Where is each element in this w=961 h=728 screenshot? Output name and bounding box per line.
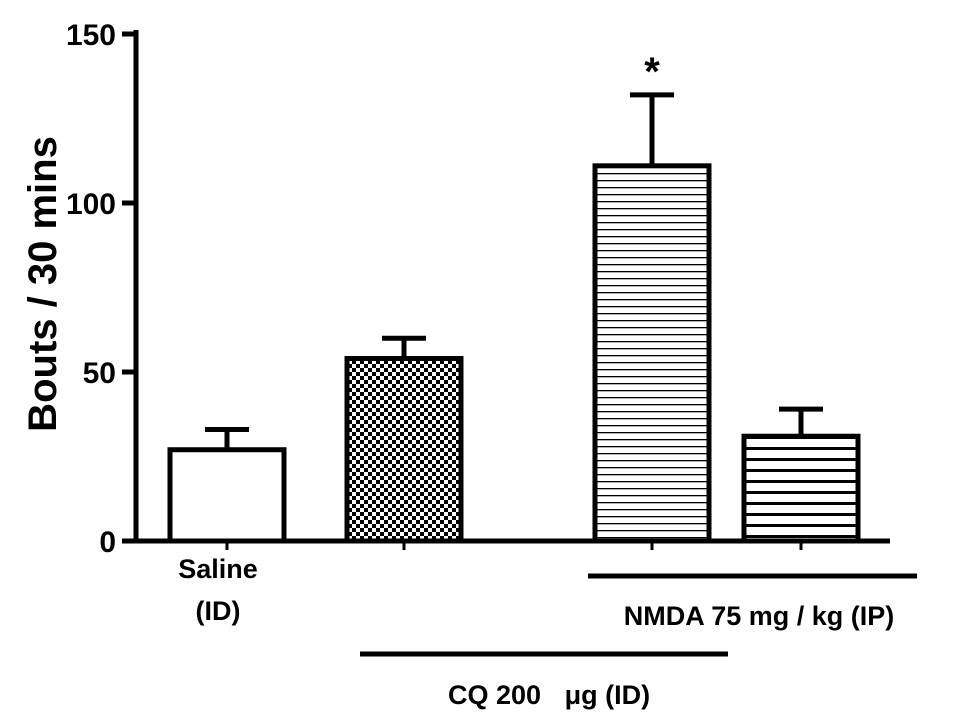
y-ticks-group: 0 50 100 150 bbox=[66, 19, 136, 559]
y-tick-label: 150 bbox=[66, 19, 116, 52]
bar bbox=[741, 433, 861, 544]
y-tick-label: 100 bbox=[66, 188, 116, 221]
group-label-cq: CQ 200 μg (ID) bbox=[448, 680, 650, 710]
y-tick-label: 0 bbox=[99, 526, 116, 559]
group-label-saline-route: (ID) bbox=[196, 596, 241, 626]
y-axis-label: Bouts / 30 mins bbox=[21, 136, 65, 432]
group-label-cq-dose: CQ 200 bbox=[448, 680, 541, 710]
group-label-nmda: NMDA 75 mg / kg (IP) bbox=[624, 601, 895, 631]
bars-group: * bbox=[167, 50, 861, 550]
group-label-cq-unit: μg (ID) bbox=[565, 680, 651, 710]
bar bbox=[344, 355, 464, 544]
bar bbox=[592, 163, 712, 544]
significance-asterisk: * bbox=[644, 50, 660, 94]
group-label-saline: Saline bbox=[178, 554, 258, 584]
y-tick-label: 50 bbox=[83, 357, 116, 390]
bar bbox=[167, 447, 287, 544]
